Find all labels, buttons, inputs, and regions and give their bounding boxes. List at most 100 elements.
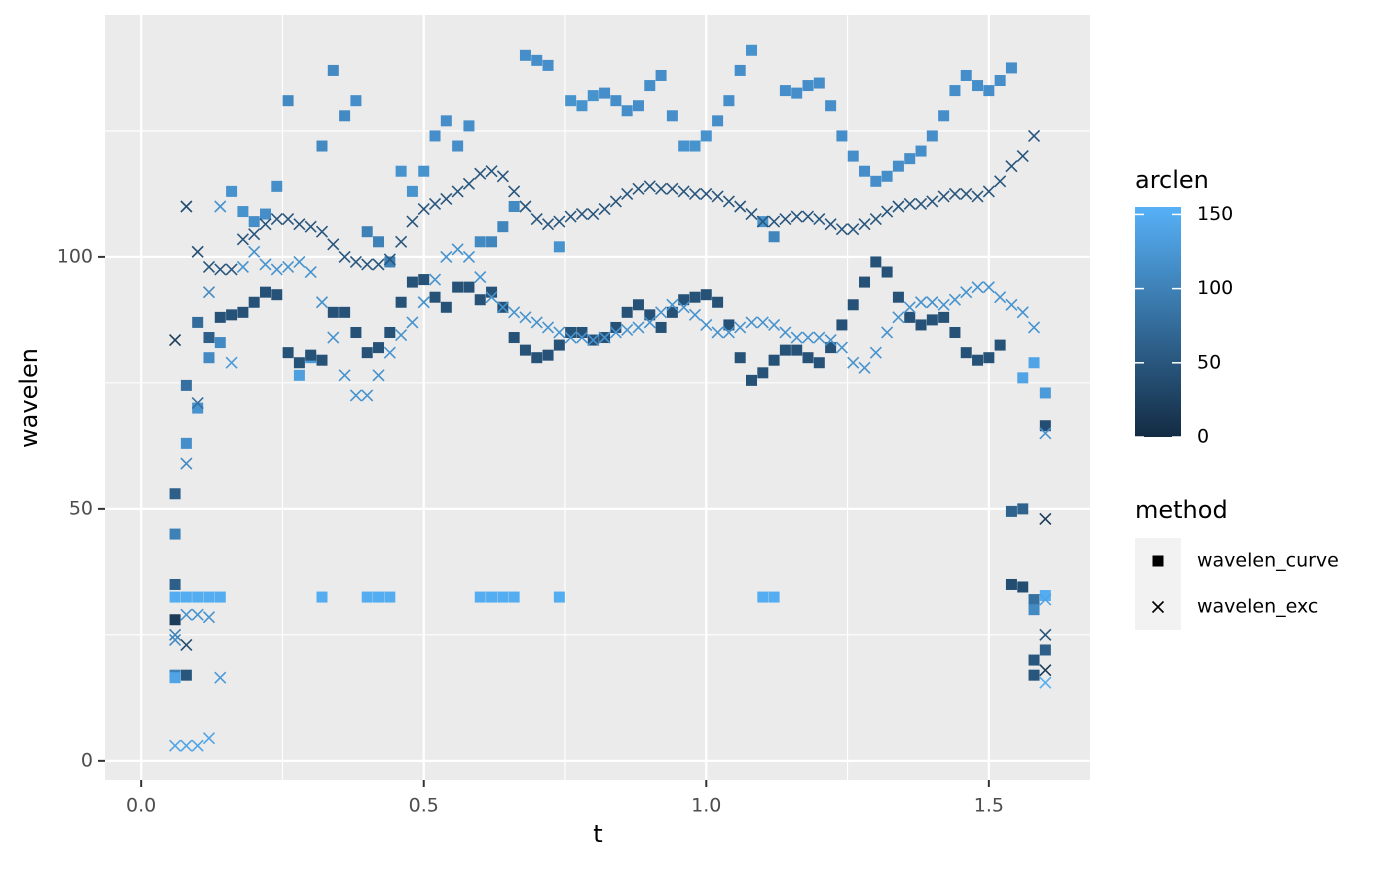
point-cross [485,165,498,178]
point-cross [383,253,396,266]
point-square [248,216,260,228]
point-square [960,69,972,81]
point-square [644,80,656,92]
point-cross [270,263,283,276]
point-square [452,140,464,152]
point-square [949,326,961,338]
point-square [666,110,678,122]
point-cross [1039,512,1052,526]
point-cross [621,323,634,337]
point-square [1039,644,1051,656]
point-square [429,130,441,142]
y-axis-title: wavelen [15,348,43,448]
point-cross [304,220,317,233]
colorbar-label: 0 [1197,426,1209,448]
point-cross [1039,676,1052,689]
point-cross [858,218,871,231]
point-square [859,276,871,288]
point-cross [621,187,634,200]
point-cross [587,207,600,221]
point-square [791,344,803,356]
y-tick-label: 0 [81,749,93,771]
x-tick-label: 1.0 [691,795,721,817]
point-cross [191,245,204,258]
point-square [384,591,396,603]
point-square [486,591,498,603]
point-cross [530,213,543,226]
point-square [339,306,351,318]
point-cross [553,215,566,228]
point-cross [349,255,362,269]
point-square [384,326,396,338]
point-square [406,276,418,288]
point-cross [474,167,487,180]
point-cross [564,210,577,223]
point-cross [688,187,702,200]
point-square [678,140,690,152]
point-square [542,59,554,71]
point-square [339,110,351,122]
point-cross [643,180,656,193]
point-cross [451,185,464,198]
point-cross [293,255,306,269]
legend-label: wavelen_curve [1197,550,1339,572]
point-cross [417,202,430,216]
point-cross [948,293,962,306]
point-cross [428,273,442,286]
point-cross [688,308,702,321]
point-square [802,352,814,364]
point-cross [372,369,385,382]
point-cross [892,311,905,324]
point-cross [937,190,950,203]
y-tick-label: 50 [69,497,93,519]
point-square [994,339,1006,351]
point-cross [847,356,860,369]
point-square [373,591,385,603]
point-square [825,342,837,354]
point-cross [519,311,532,324]
point-cross [869,213,882,226]
point-square [655,321,667,333]
point-square [757,591,769,603]
point-square [395,165,407,177]
point-cross [202,611,216,624]
point-square [870,175,882,187]
point-square [497,221,509,233]
point-square [508,591,520,603]
point-cross [881,326,894,339]
legend-symbol [1151,600,1165,614]
point-square [836,130,848,142]
point-square [418,274,430,286]
point-square [226,309,238,321]
point-cross [553,326,566,339]
point-cross [248,245,261,258]
x-tick-label: 1.5 [974,795,1004,817]
point-square [825,100,837,112]
point-cross [779,213,792,226]
point-square [395,296,407,308]
point-cross [824,218,837,231]
point-cross [225,263,238,276]
point-cross [756,215,769,228]
point-square [169,488,181,500]
point-cross [496,170,509,183]
point-cross [677,301,690,314]
point-square [169,672,181,684]
point-cross [655,306,668,319]
point-square [429,291,441,303]
point-square [960,347,972,359]
point-square [1017,581,1029,593]
point-square [214,311,226,323]
point-cross [180,200,193,213]
point-square [700,289,712,301]
point-cross [711,326,724,339]
point-square [983,352,995,364]
point-cross [191,396,204,410]
point-square [768,354,780,366]
point-cross [1016,150,1029,163]
point-cross [824,333,837,347]
point-square [1017,503,1029,515]
point-cross [530,316,543,329]
point-square [384,256,396,268]
point-square [180,379,192,391]
